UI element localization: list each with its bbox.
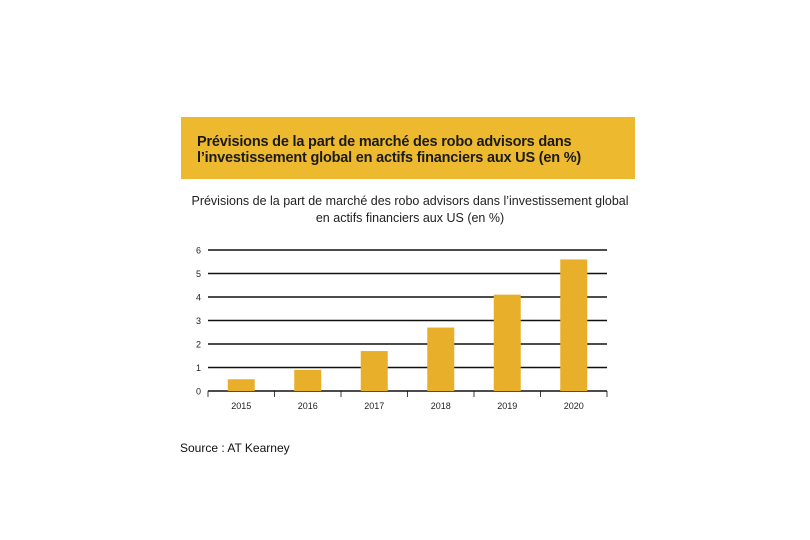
x-tick-label-2016: 2016 <box>298 401 318 411</box>
bar-2017 <box>360 351 388 391</box>
y-tick-label-5: 5 <box>196 269 201 279</box>
x-tick-label-2017: 2017 <box>364 401 384 411</box>
y-tick-label-2: 2 <box>196 340 201 350</box>
x-tick-label-2019: 2019 <box>497 401 517 411</box>
bar-2018 <box>427 327 455 391</box>
bar-2019 <box>493 294 521 391</box>
banner-title-line-2: l’investissement global en actifs financ… <box>197 150 582 166</box>
source-note: Source : AT Kearney <box>180 441 290 455</box>
y-tick-label-1: 1 <box>196 363 201 373</box>
x-tick-label-2020: 2020 <box>564 401 584 411</box>
x-tick-label-2018: 2018 <box>431 401 451 411</box>
y-tick-label-0: 0 <box>196 387 201 397</box>
chart-title-line-2: en actifs financiers aux US (en %) <box>315 211 505 225</box>
y-tick-label-4: 4 <box>196 293 201 303</box>
y-tick-label-6: 6 <box>196 246 201 256</box>
bar-2020 <box>560 259 588 391</box>
header-banner: Prévisions de la part de marché des robo… <box>181 117 635 179</box>
banner-title-line-1: Prévisions de la part de marché des robo… <box>197 134 572 150</box>
bar-2016 <box>294 369 322 391</box>
x-tick-label-2015: 2015 <box>231 401 251 411</box>
bar-2015 <box>227 379 255 391</box>
chart-title-line-1: Prévisions de la part de marché des robo… <box>191 194 629 208</box>
chart-title: Prévisions de la part de marché des robo… <box>160 193 660 227</box>
y-tick-label-3: 3 <box>196 316 201 326</box>
